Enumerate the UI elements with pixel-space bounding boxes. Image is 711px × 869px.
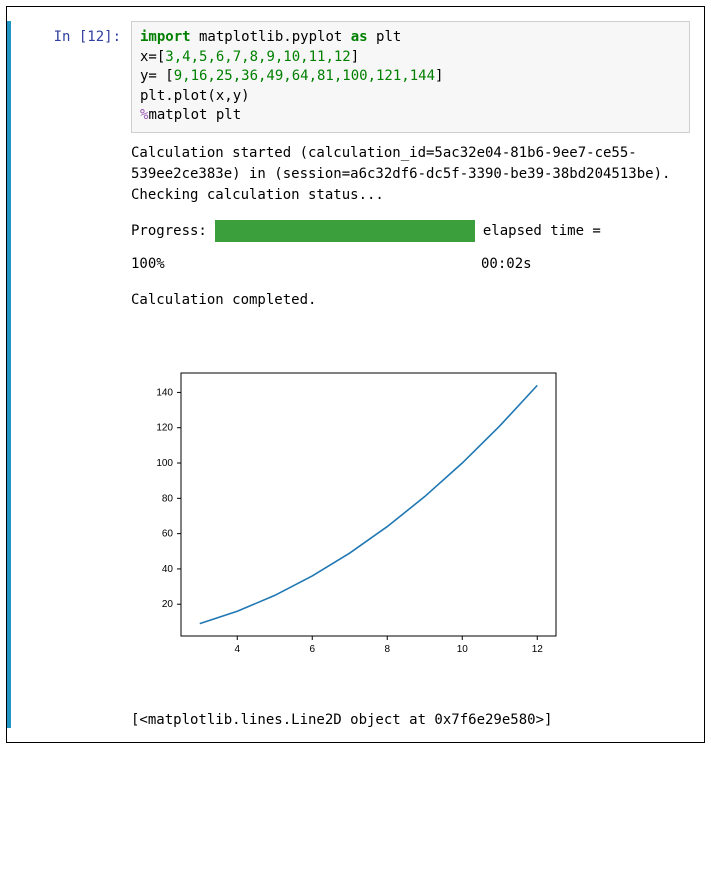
kw-as: as bbox=[351, 29, 368, 45]
svg-text:40: 40 bbox=[162, 564, 174, 575]
svg-text:80: 80 bbox=[162, 493, 174, 504]
code-x-post: ] bbox=[351, 49, 359, 65]
code-y-pre: y= [ bbox=[140, 68, 174, 84]
status-output: Calculation started (calculation_id=5ac3… bbox=[131, 133, 690, 206]
svg-text:20: 20 bbox=[162, 599, 174, 610]
chart-container: 4 6 8 10 12 20 40 60 80 100 120 140 bbox=[131, 358, 690, 672]
progress-row: Progress: elapsed time = bbox=[131, 206, 690, 242]
svg-text:140: 140 bbox=[156, 387, 173, 398]
completed-text: Calculation completed. bbox=[131, 272, 690, 308]
code-y-values: 9,16,25,36,49,64,81,100,121,144 bbox=[174, 68, 435, 84]
svg-text:60: 60 bbox=[162, 529, 174, 540]
svg-text:6: 6 bbox=[309, 644, 315, 655]
svg-text:8: 8 bbox=[384, 644, 390, 655]
progress-bar bbox=[215, 220, 475, 242]
progress-label: Progress: bbox=[131, 223, 207, 239]
line-chart: 4 6 8 10 12 20 40 60 80 100 120 140 bbox=[131, 358, 571, 668]
code-input[interactable]: import matplotlib.pyplot as plt x=[3,4,5… bbox=[131, 21, 690, 133]
repr-output: [<matplotlib.lines.Line2D object at 0x7f… bbox=[131, 692, 690, 728]
progress-percent: 100% bbox=[131, 256, 481, 272]
svg-text:120: 120 bbox=[156, 423, 173, 434]
input-row: In [12]: import matplotlib.pyplot as plt… bbox=[21, 21, 690, 133]
svg-text:10: 10 bbox=[457, 644, 469, 655]
code-x-pre: x=[ bbox=[140, 49, 165, 65]
svg-text:4: 4 bbox=[234, 644, 240, 655]
magic-command: matplot plt bbox=[148, 107, 241, 123]
notebook-cell: In [12]: import matplotlib.pyplot as plt… bbox=[7, 21, 690, 728]
svg-text:100: 100 bbox=[156, 458, 173, 469]
code-x-values: 3,4,5,6,7,8,9,10,11,12 bbox=[165, 49, 350, 65]
outer-container: In [12]: import matplotlib.pyplot as plt… bbox=[6, 6, 705, 743]
svg-text:12: 12 bbox=[532, 644, 544, 655]
elapsed-label: elapsed time = bbox=[483, 223, 601, 239]
progress-values-row: 100% 00:02s bbox=[131, 242, 690, 272]
code-y-post: ] bbox=[435, 68, 443, 84]
kw-import: import bbox=[140, 29, 191, 45]
code-module: matplotlib.pyplot bbox=[191, 29, 351, 45]
elapsed-value: 00:02s bbox=[481, 256, 532, 272]
input-prompt: In [12]: bbox=[21, 21, 131, 45]
code-plot-call: plt.plot(x,y) bbox=[140, 88, 250, 104]
code-alias: plt bbox=[368, 29, 402, 45]
